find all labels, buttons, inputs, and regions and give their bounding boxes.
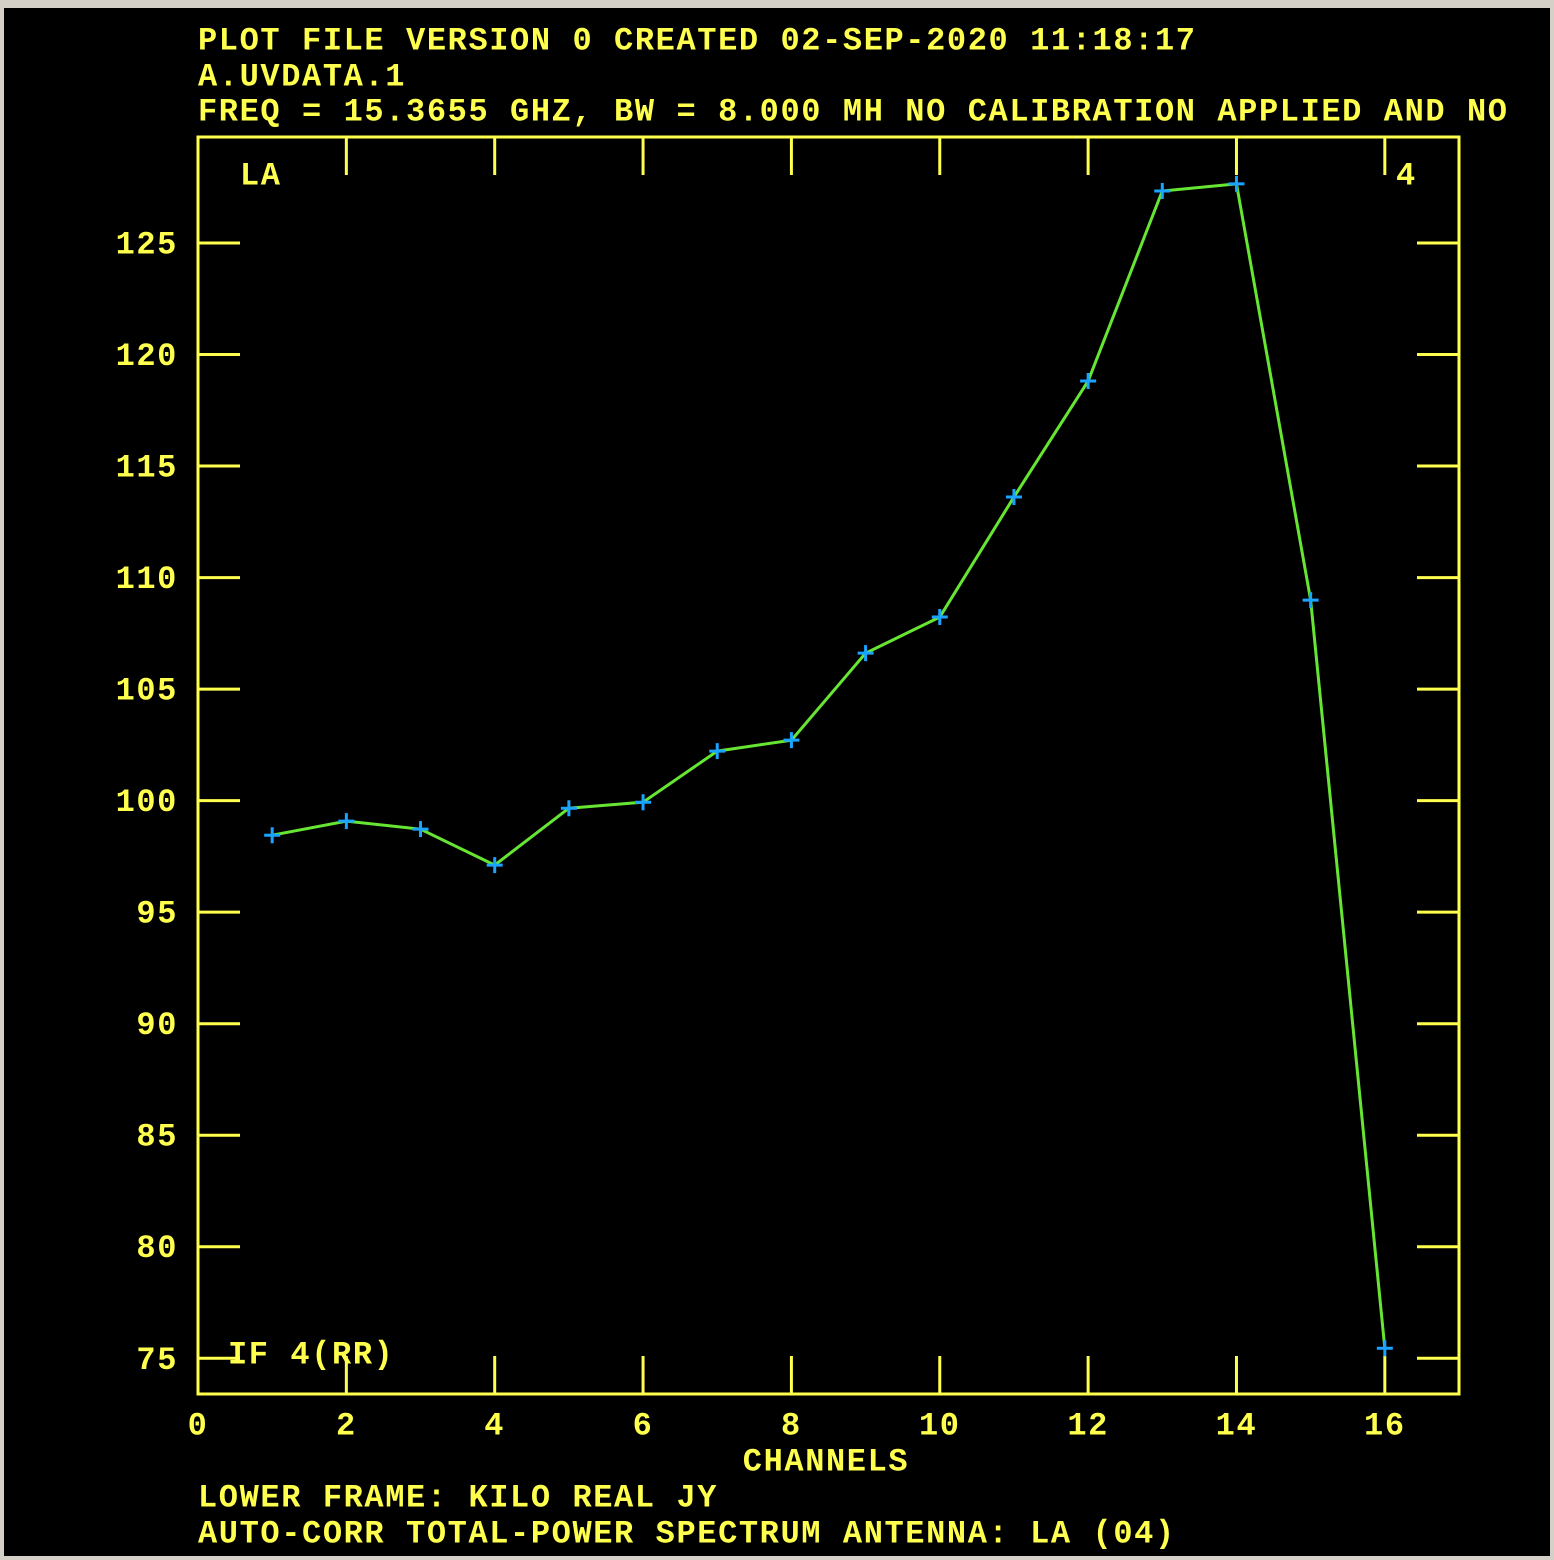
x-tick-label: 14: [1216, 1407, 1258, 1444]
data-point: [1005, 489, 1022, 506]
y-tick-label: 110: [116, 561, 178, 598]
y-tick-label: 90: [136, 1007, 178, 1044]
y-tick-label: 80: [136, 1230, 178, 1267]
data-point: [1228, 175, 1245, 192]
annotation: 4: [1396, 157, 1417, 194]
annotation: LA: [240, 157, 282, 194]
data-point: [857, 645, 874, 662]
data-point: [709, 743, 726, 760]
x-axis-label: CHANNELS: [743, 1443, 909, 1480]
x-tick-label: 10: [919, 1407, 961, 1444]
data-point: [1302, 592, 1319, 609]
header-line: A.UVDATA.1: [198, 58, 406, 95]
y-tick-label: 125: [116, 226, 178, 263]
footer-line: LOWER FRAME: KILO REAL JY: [198, 1479, 718, 1516]
y-tick-label: 115: [116, 449, 178, 486]
data-point: [1376, 1340, 1393, 1357]
data-point: [783, 732, 800, 749]
y-tick-label: 75: [136, 1342, 178, 1379]
data-point: [412, 821, 429, 838]
plot-background: [4, 8, 1550, 1556]
y-tick-label: 120: [116, 338, 178, 375]
data-line: [271, 182, 1387, 1349]
header-line: FREQ = 15.3655 GHZ, BW = 8.000 MH NO CAL…: [198, 93, 1509, 130]
data-point: [264, 827, 281, 844]
x-tick-label: 2: [336, 1407, 357, 1444]
x-tick-label: 16: [1364, 1407, 1406, 1444]
footer-line: AUTO-CORR TOTAL-POWER SPECTRUM ANTENNA: …: [198, 1515, 1176, 1552]
y-tick-label: 100: [116, 784, 178, 821]
y-tick-label: 105: [116, 673, 178, 710]
data-point: [931, 609, 948, 626]
data-point: [338, 813, 355, 830]
x-tick-label: 12: [1067, 1407, 1109, 1444]
plot-frame: [196, 135, 1461, 1396]
y-tick-label: 95: [136, 896, 178, 933]
x-tick-label: 6: [633, 1407, 654, 1444]
x-tick-label: 0: [188, 1407, 209, 1444]
data-point: [560, 800, 577, 817]
annotation: IF 4(RR): [228, 1336, 394, 1373]
data-point: [635, 794, 652, 811]
x-tick-label: 8: [781, 1407, 802, 1444]
header-line: PLOT FILE VERSION 0 CREATED 02-SEP-2020 …: [198, 22, 1197, 59]
data-point: [1080, 373, 1097, 390]
y-tick-label: 85: [136, 1119, 178, 1156]
data-point: [486, 857, 503, 874]
x-tick-label: 4: [484, 1407, 505, 1444]
data-point: [1154, 182, 1171, 199]
